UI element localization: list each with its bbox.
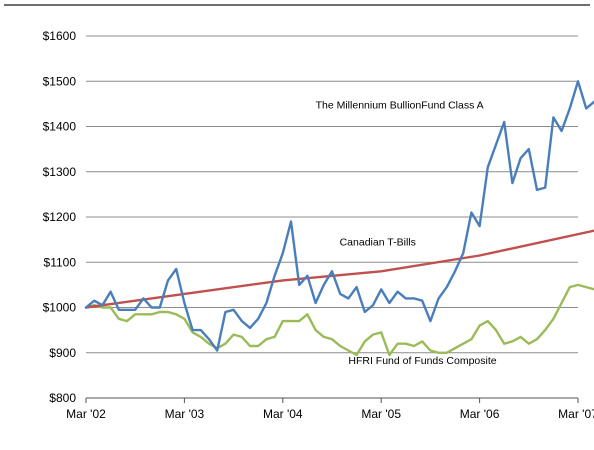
y-tick-label: $1000: [43, 301, 77, 315]
x-tick-label: Mar '02: [66, 407, 106, 421]
y-tick-label: $900: [49, 346, 76, 360]
top-rule: [4, 4, 590, 6]
grid-layer: [86, 35, 578, 399]
y-tick-label: $1600: [43, 29, 77, 43]
x-tick-label: Mar '05: [361, 407, 401, 421]
label-layer: The Millennium BullionFund Class A Canadi…: [316, 99, 497, 367]
hfri-label: HFRI Fund of Funds Composite: [348, 355, 496, 367]
y-tick-label: $1500: [43, 74, 77, 88]
t-bills-label: Canadian T-Bills: [340, 237, 416, 249]
hfri-series-line: [84, 283, 594, 357]
bullion-fund-label: The Millennium BullionFund Class A: [316, 99, 484, 111]
y-tick-label: $1200: [43, 210, 77, 224]
y-tick-label: $800: [49, 391, 76, 405]
x-tick-label: Mar '07: [558, 407, 594, 421]
y-tick-label: $1300: [43, 165, 77, 179]
series-layer: [84, 80, 594, 357]
t-bills-series-line: [84, 229, 594, 309]
x-tick-label: Mar '03: [165, 407, 205, 421]
axis-layer: $800 $900 $1000 $1100 $1200 $1300 $1400 $1500 $1…: [43, 29, 594, 421]
bullion-fund-series-line: [84, 80, 594, 352]
y-tick-label: $1400: [43, 120, 77, 134]
y-tick-label: $1100: [44, 255, 77, 269]
x-tick-label: Mar '06: [460, 407, 500, 421]
x-tick-label: Mar '04: [263, 407, 303, 421]
